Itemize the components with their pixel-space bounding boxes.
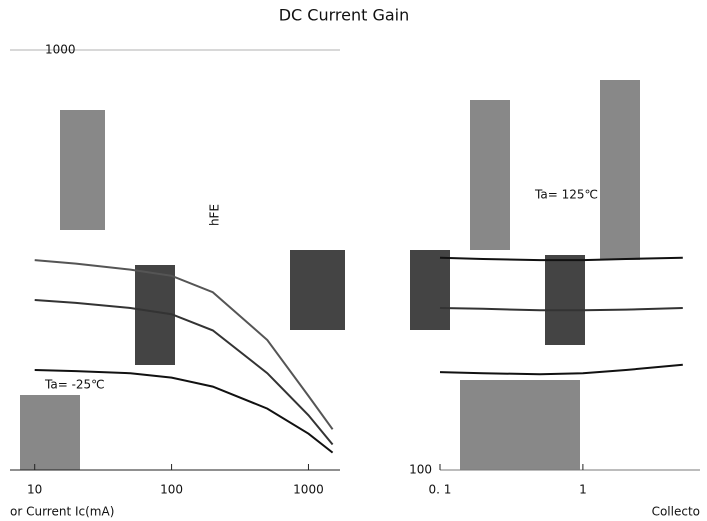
x-axis-label: or Current Ic(mA) (10, 505, 114, 519)
annotation: Ta= -25℃ (44, 378, 105, 392)
y-axis-label: hFE (208, 204, 222, 226)
y-tick-label: 100 (409, 463, 432, 477)
data-line (34, 299, 334, 446)
chart-title: DC Current Gain (279, 6, 410, 25)
x-tick-label: 0. 1 (429, 483, 452, 497)
x-tick-label: 1 (579, 483, 587, 497)
x-tick-label: 100 (160, 483, 183, 497)
data-line (34, 259, 334, 430)
x-tick-label: 1000 (293, 483, 324, 497)
data-line (439, 363, 683, 376)
glitch-background (20, 80, 640, 470)
x-tick-label: 10 (27, 483, 42, 497)
data-line (34, 369, 334, 454)
annotation: Ta= 125℃ (534, 188, 598, 202)
data-line (439, 307, 683, 312)
data-line (439, 256, 683, 262)
y-tick-label: 1000 (45, 43, 76, 57)
x-axis-label: Collecto (652, 505, 700, 519)
